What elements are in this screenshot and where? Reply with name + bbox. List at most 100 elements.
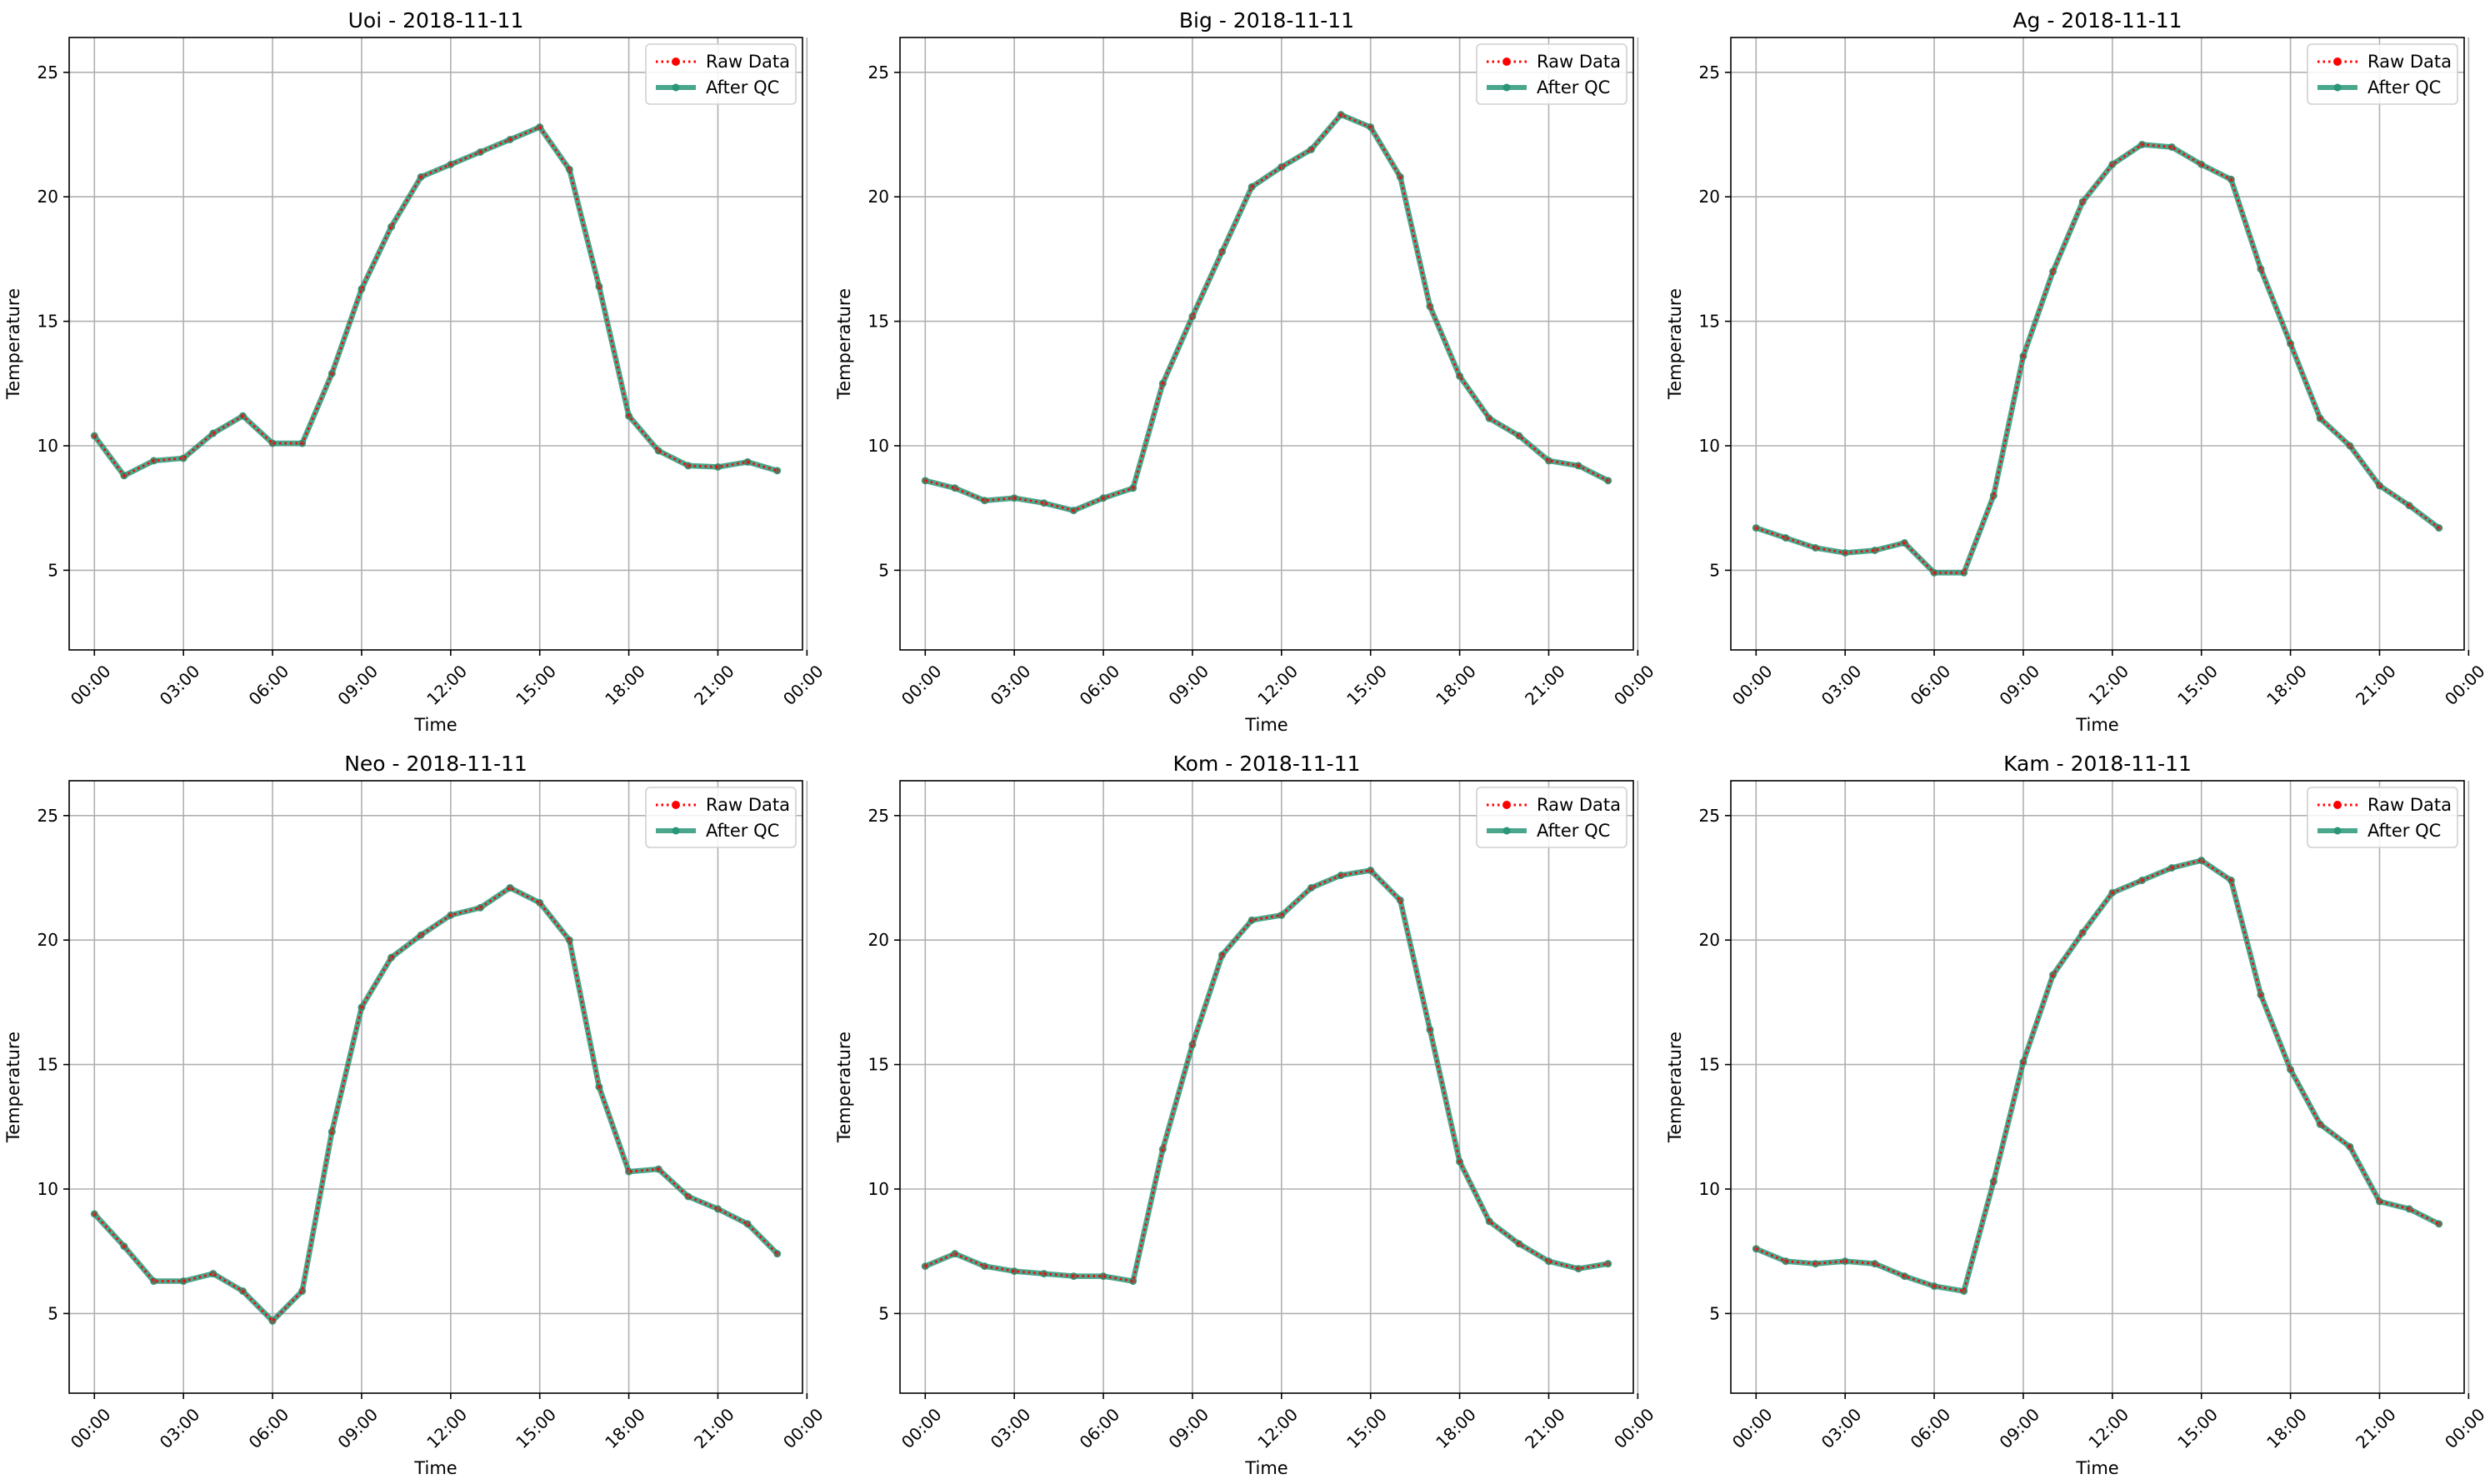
raw-data-point [1931,1283,1938,1289]
legend-label: After QC [2368,821,2441,841]
after-qc-point [625,1167,633,1176]
raw-data-point [2436,1221,2442,1227]
after-qc-point [981,1262,989,1271]
legend-marker-after-qc [1502,83,1511,92]
raw-data-point [537,900,542,906]
raw-data-point [1812,545,1818,551]
chart-title: Ag - 2018-11-11 [2012,8,2182,32]
raw-data-point [1753,525,1759,531]
after-qc-point [2405,502,2413,510]
after-qc-point [684,462,692,470]
raw-data-point [151,457,157,464]
raw-data-point [1782,1258,1789,1264]
raw-data-point [2198,857,2204,863]
raw-data-point [1011,495,1018,501]
y-tick-label: 15 [1699,312,1720,332]
raw-data-point [418,174,424,180]
y-tick-label: 15 [868,1055,889,1075]
after-qc-point [1574,1265,1582,1273]
legend-label: Raw Data [706,795,790,815]
raw-data-point [715,1206,721,1212]
after-qc-point [2078,928,2087,937]
raw-data-point [448,162,454,167]
raw-data-point [1961,1288,1967,1294]
legend-label: After QC [706,77,779,97]
raw-data-point [2347,1144,2353,1150]
legend: Raw Data After QC [2307,787,2458,848]
raw-data-point [1931,570,1938,576]
raw-data-point [1902,1273,1908,1279]
after-qc-point [1248,182,1256,191]
raw-data-point [982,497,988,503]
after-qc-point [1040,499,1048,507]
raw-data-point [596,283,602,289]
raw-data-point [2079,198,2086,205]
raw-data-point [685,1193,692,1200]
after-qc-point [1010,1267,1018,1276]
after-qc-point [1989,1177,1998,1186]
plot-frame [1730,780,2465,1394]
raw-data-point [1368,867,1373,873]
raw-data-point [1189,1042,1196,1047]
raw-data-point [418,932,424,938]
raw-data-point [2377,482,2382,489]
y-axis-label: Temperature [1665,288,1685,400]
y-tick-label: 15 [38,1055,58,1075]
after-qc-point [1812,1260,1820,1268]
raw-data-point [626,1168,632,1175]
y-tick-label: 20 [1699,930,1720,950]
plot-frame [1730,37,2465,651]
legend-marker-raw-data [672,801,680,809]
after-qc-point [1307,883,1315,892]
raw-data-point [1041,1271,1047,1277]
raw-data-point [1100,1273,1107,1279]
after-qc-point [1812,544,1820,552]
raw-data-point [1991,1178,1997,1185]
y-tick-label: 10 [1699,436,1720,456]
raw-data-point [388,954,394,961]
after-qc-point [1278,911,1286,919]
legend-marker-raw-data [2333,801,2342,809]
raw-data-point [2228,877,2234,883]
raw-data-point [1812,1261,1818,1267]
after-qc-point [1188,1041,1197,1049]
raw-data-point [2020,1059,2027,1065]
after-qc-point [1871,1260,1879,1268]
legend-marker-raw-data [1502,801,1511,809]
raw-data-point [537,124,542,130]
after-qc-point [328,1127,336,1136]
y-tick-label: 20 [38,187,58,207]
raw-data-point [1160,1146,1166,1152]
raw-data-point [1457,373,1462,379]
legend-marker-raw-data [1502,57,1511,66]
raw-data-point [180,455,187,462]
y-tick-label: 10 [868,1179,889,1199]
raw-data-point [1130,485,1136,491]
y-tick-label: 20 [868,930,889,950]
legend-marker-after-qc [2333,83,2342,92]
raw-data-point [358,1004,365,1011]
raw-data-point [329,1129,335,1135]
raw-data-point [180,1278,187,1284]
legend: Raw Data After QC [1476,787,1628,848]
y-tick-label: 25 [1699,62,1720,82]
raw-data-point [2050,268,2056,275]
after-qc-point [773,467,782,475]
x-axis-label: Time [1244,715,1288,735]
raw-data-point [1605,1261,1611,1267]
raw-data-point [240,412,246,419]
raw-data-point [2050,972,2056,978]
raw-data-point [1338,872,1344,878]
y-tick-label: 15 [38,312,58,332]
raw-data-point [567,937,572,943]
raw-data-point [1130,1278,1136,1284]
raw-data-point [952,1251,958,1257]
y-tick-label: 20 [38,930,58,950]
raw-data-point [1991,492,1997,498]
x-axis-label: Time [413,1458,457,1478]
after-qc-point [1040,1270,1048,1278]
raw-data-point [1398,897,1403,903]
after-qc-point [2049,971,2058,979]
raw-data-point [507,885,513,891]
